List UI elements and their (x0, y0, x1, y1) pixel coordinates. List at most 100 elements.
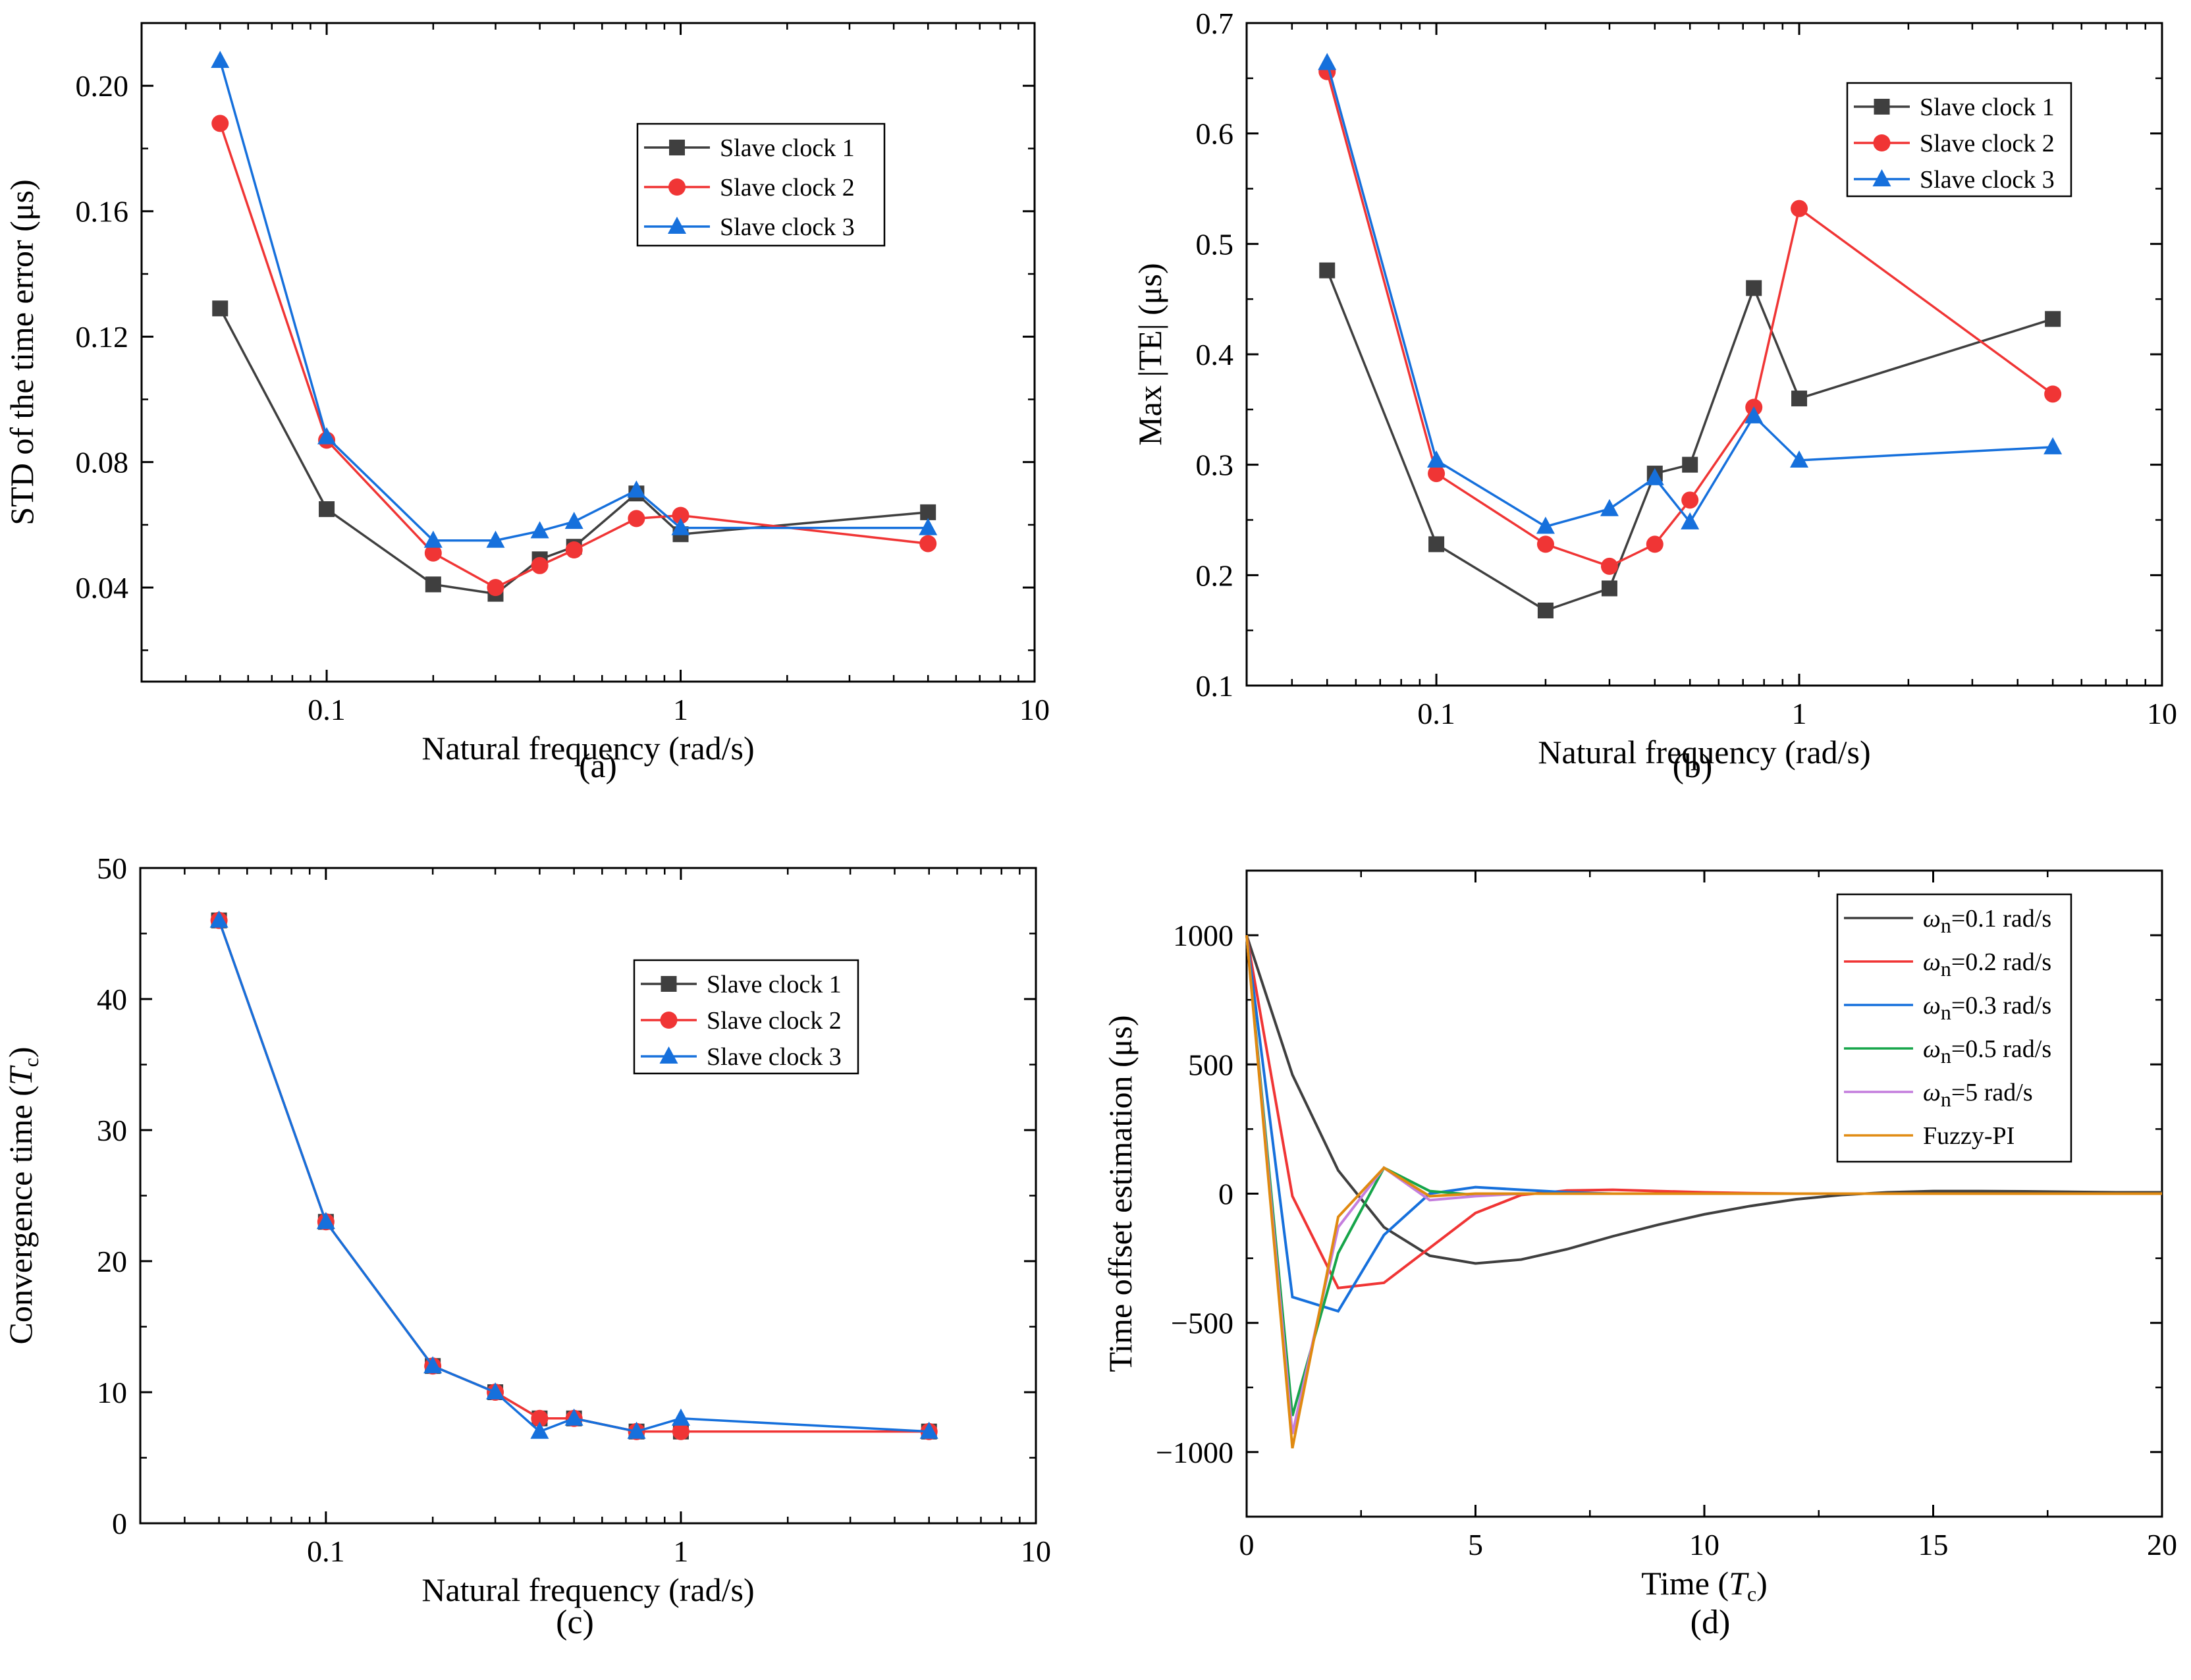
y-axis-title: STD of the time error (μs) (3, 179, 40, 525)
x-tick-label: 15 (1918, 1528, 1949, 1561)
series-3 (211, 51, 938, 548)
panel-label: (c) (556, 1604, 594, 1641)
series-line (1245, 935, 2162, 1265)
x-tick-label: 1 (673, 693, 688, 726)
y-tick-label: 0.7 (1196, 7, 1234, 40)
y-tick-label: 0.12 (76, 320, 129, 354)
legend-entry: Slave clock 3 (707, 1043, 842, 1071)
y-tick-label: 0.1 (1196, 669, 1234, 703)
x-axis-title: Natural frequency (rad/s) (421, 1571, 754, 1608)
data-point (2045, 311, 2061, 327)
y-tick-label: 0 (112, 1507, 127, 1540)
y-tick-label: 0.4 (1196, 338, 1234, 371)
y-tick-label: 0 (1218, 1178, 1233, 1211)
chart-panel-1: 0.1 1 10 0.04 0.08 0.12 0.16 0.20 Natural freque… (3, 22, 1050, 785)
data-point (212, 300, 229, 317)
data-point (317, 427, 337, 445)
data-point (672, 1423, 690, 1440)
x-tick-label: 10 (2147, 697, 2177, 730)
data-point (1645, 468, 1664, 485)
panel-label: (d) (1691, 1604, 1731, 1641)
y-tick-label: 0.16 (76, 195, 129, 229)
series-2 (1318, 63, 2062, 575)
data-point (211, 51, 230, 68)
data-point (1682, 456, 1698, 473)
x-tick-label: 0.1 (1417, 697, 1455, 730)
data-point (425, 576, 441, 593)
data-point (919, 535, 937, 553)
data-point (211, 115, 229, 132)
y-tick-label: 30 (97, 1114, 127, 1147)
series-3 (209, 910, 938, 1439)
data-point (627, 480, 646, 498)
x-tick-label: 0.1 (308, 693, 346, 726)
chart-panel-4: 0 5 10 15 20 −1000 −500 0 500 1000 Time (Tc) Time o… (1102, 869, 2177, 1641)
legend-marker (668, 178, 686, 196)
y-tick-label: 10 (97, 1376, 127, 1409)
legend-entry: Slave clock 2 (1920, 130, 2055, 157)
y-tick-label: 1000 (1173, 919, 1233, 952)
data-point (919, 1421, 938, 1439)
data-point (1790, 450, 1809, 468)
data-point (920, 504, 936, 520)
data-point (1791, 391, 1808, 407)
x-tick-label: 0.1 (307, 1534, 345, 1568)
legend-entry: ωn=0.3 rad/s (1923, 992, 2051, 1024)
legend: Slave clock 1 Slave clock 2 Slave clock 3 (636, 122, 886, 247)
legend-box (1836, 893, 2072, 1163)
legend-entry: Slave clock 1 (1920, 94, 2055, 121)
legend-entry: ωn=0.2 rad/s (1923, 948, 2051, 981)
chart-panel-3: 0.1 1 10 0 10 20 30 40 50 Natural frequency (rad/… (2, 852, 1051, 1641)
legend-entry: ωn=5 rad/s (1923, 1079, 2033, 1111)
data-point (1537, 602, 1554, 618)
x-tick-label: 5 (1468, 1528, 1483, 1561)
legend-entry: Fuzzy-PI (1923, 1122, 2015, 1150)
legend-entry: Slave clock 1 (720, 134, 855, 162)
y-tick-label: 0.5 (1196, 227, 1234, 261)
data-point (627, 1421, 646, 1439)
legend-entry: Slave clock 3 (720, 213, 855, 241)
data-point (1681, 512, 1700, 529)
x-tick-label: 0 (1239, 1528, 1255, 1561)
x-tick-label: 10 (1689, 1528, 1719, 1561)
data-point (530, 1421, 549, 1439)
legend-marker (661, 976, 677, 992)
data-point (424, 544, 442, 562)
legend-entry: Slave clock 1 (707, 971, 842, 998)
data-point (628, 510, 645, 528)
data-point (1601, 580, 1617, 597)
legend-entry: ωn=0.5 rad/s (1923, 1035, 2051, 1068)
data-point (531, 556, 549, 574)
legend-entry: Slave clock 2 (707, 1007, 842, 1035)
plot-frame (139, 867, 1037, 1525)
series-3 (1318, 53, 2063, 534)
legend-entry: ωn=0.1 rad/s (1923, 905, 2051, 937)
legend-marker (660, 1012, 678, 1029)
panel-label: (b) (1673, 747, 1713, 785)
chart-panel-2: 0.1 1 10 0.1 0.2 0.3 0.4 0.5 0.6 0.7 Natural frequ… (1131, 7, 2177, 785)
data-point (1536, 516, 1555, 534)
x-axis-title: Natural frequency (rad/s) (421, 730, 754, 767)
y-axis-title: Convergence time (Tc) (2, 1046, 43, 1344)
data-point (1427, 450, 1446, 468)
series-1 (1245, 935, 2162, 1265)
data-point (486, 530, 505, 548)
y-tick-label: −1000 (1156, 1436, 1233, 1469)
data-point (2043, 437, 2063, 454)
data-point (423, 530, 443, 548)
legend-marker (1873, 134, 1891, 151)
data-point (1319, 262, 1336, 279)
y-tick-label: 0.6 (1196, 117, 1234, 151)
data-point (2044, 385, 2062, 403)
data-point (565, 541, 583, 558)
legend-marker (669, 140, 685, 155)
data-point (531, 1409, 549, 1427)
legend-marker (659, 1046, 678, 1064)
data-point (1646, 535, 1664, 553)
y-tick-label: 0.3 (1196, 448, 1234, 482)
data-point (1600, 499, 1619, 516)
data-point (671, 1408, 690, 1426)
y-tick-label: 50 (97, 852, 127, 885)
x-tick-label: 1 (673, 1534, 688, 1568)
data-point (564, 1408, 583, 1426)
